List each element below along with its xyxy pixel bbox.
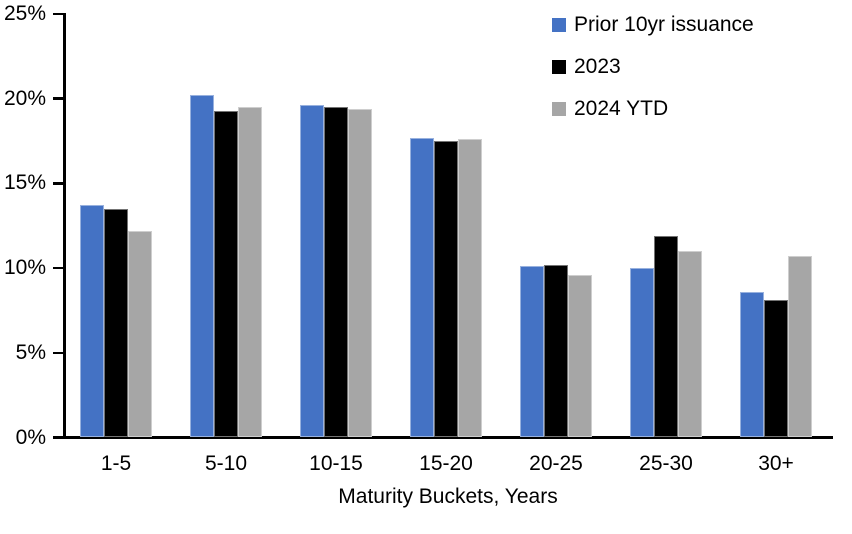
bar-2023-5-10 xyxy=(214,110,238,438)
y-tick-mark xyxy=(53,266,63,270)
legend-swatch-icon xyxy=(552,18,566,32)
legend-item: 2023 xyxy=(552,54,754,80)
x-category-label: 10-15 xyxy=(309,452,363,475)
bar-prior-10yr-issuance-1-5 xyxy=(80,205,104,438)
x-category-label: 1-5 xyxy=(100,452,132,475)
y-tick-label: 0% xyxy=(15,425,46,449)
y-tick-mark xyxy=(53,351,63,355)
bar-prior-10yr-issuance-10-15 xyxy=(300,105,324,438)
bar-prior-10yr-issuance-20-25 xyxy=(520,266,544,438)
bar-prior-10yr-issuance-25-30 xyxy=(630,268,654,438)
bar-2024-ytd-20-25 xyxy=(568,274,592,438)
y-tick-label: 20% xyxy=(3,86,46,110)
bar-2023-10-15 xyxy=(324,107,348,438)
bar-2024-ytd-15-20 xyxy=(458,139,482,438)
bar-2024-ytd-5-10 xyxy=(238,107,262,438)
y-tick-label: 10% xyxy=(3,256,46,280)
x-axis-title: Maturity Buckets, Years xyxy=(338,485,558,508)
y-tick-label: 5% xyxy=(15,340,46,364)
bar-prior-10yr-issuance-15-20 xyxy=(410,137,434,438)
bar-2024-ytd-25-30 xyxy=(678,251,702,438)
legend-swatch-icon xyxy=(552,102,566,116)
bar-2023-25-30 xyxy=(654,235,678,438)
bar-2024-ytd-10-15 xyxy=(348,108,372,438)
bar-2023-15-20 xyxy=(434,141,458,438)
bar-2023-1-5 xyxy=(104,208,128,438)
legend-item: Prior 10yr issuance xyxy=(552,12,754,38)
legend-item: 2024 YTD xyxy=(552,96,754,122)
legend-swatch-icon xyxy=(552,60,566,74)
bar-2024-ytd-1-5 xyxy=(128,230,152,438)
bar-2023-20-25 xyxy=(544,264,568,438)
x-category-label: 15-20 xyxy=(419,452,473,475)
y-tick-label: 15% xyxy=(3,171,46,195)
legend-label: 2024 YTD xyxy=(574,97,669,120)
bar-2023-30+ xyxy=(764,300,788,438)
x-category-label: 30+ xyxy=(758,452,794,475)
y-tick-mark xyxy=(53,182,63,185)
legend: Prior 10yr issuance 2023 2024 YTD xyxy=(552,12,754,138)
x-axis xyxy=(53,436,833,439)
bar-prior-10yr-issuance-5-10 xyxy=(190,95,214,438)
y-tick-label: 25% xyxy=(3,1,46,25)
x-category-label: 5-10 xyxy=(204,452,248,475)
x-category-label: 25-30 xyxy=(639,452,693,475)
y-axis xyxy=(63,13,66,438)
legend-label: Prior 10yr issuance xyxy=(574,13,754,36)
bar-prior-10yr-issuance-30+ xyxy=(740,291,764,438)
y-tick-mark xyxy=(53,436,63,439)
y-tick-mark xyxy=(53,12,63,16)
bar-2024-ytd-30+ xyxy=(788,256,812,438)
y-tick-mark xyxy=(53,97,63,100)
legend-label: 2023 xyxy=(574,55,621,78)
x-category-label: 20-25 xyxy=(529,452,583,475)
